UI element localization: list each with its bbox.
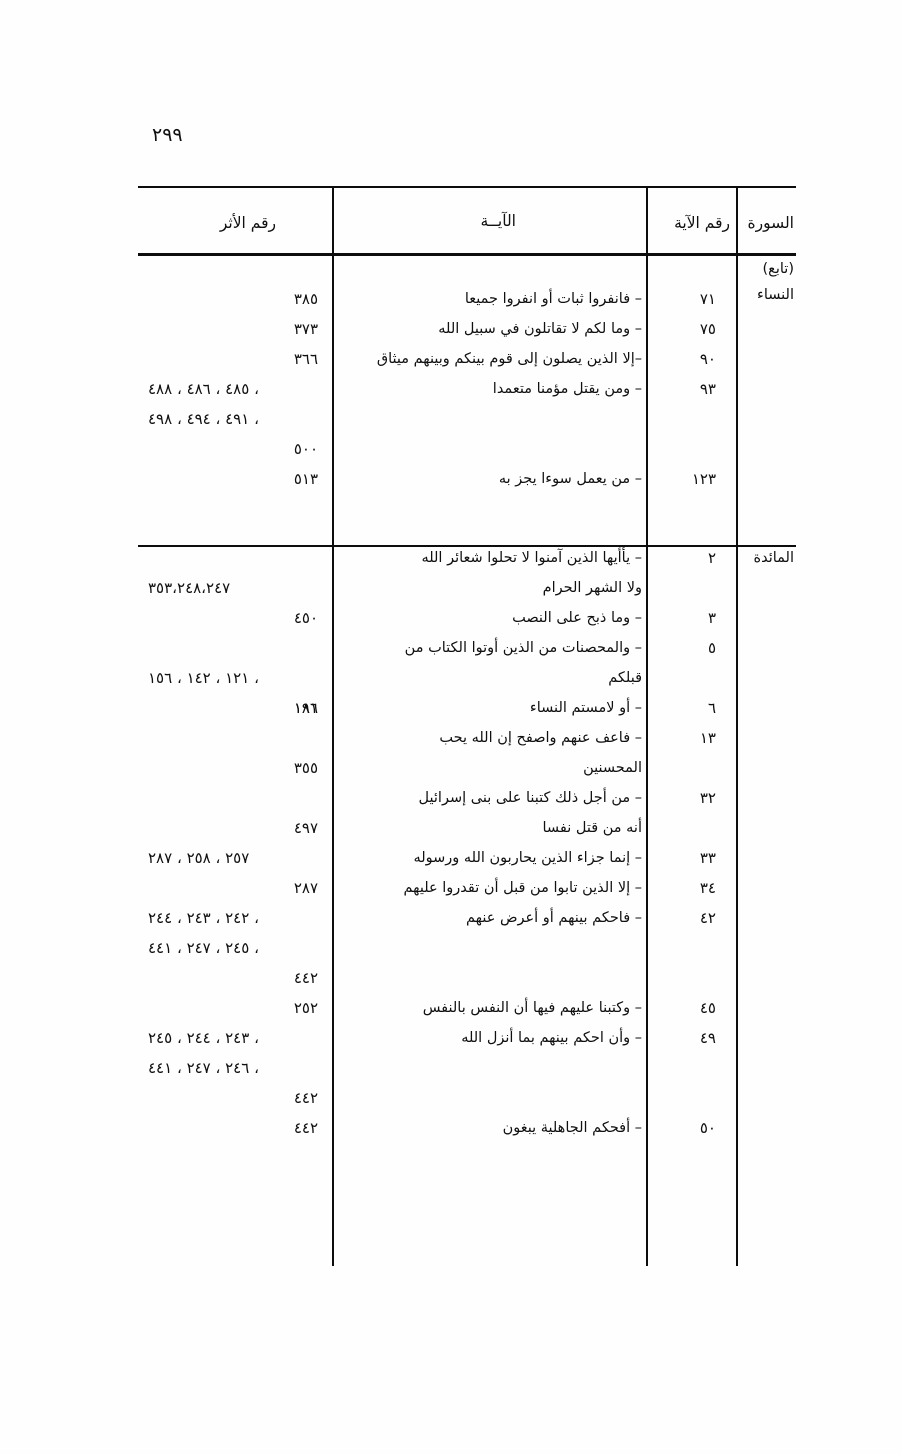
verse-text-continuation: أنه من قتل نفسا bbox=[542, 820, 642, 836]
verse-number: ٣ bbox=[707, 609, 716, 627]
verse-number: ٣٣ bbox=[699, 849, 716, 867]
verse-number: ٣٢ bbox=[699, 789, 716, 807]
column-header-verse-number: رقم الآية bbox=[674, 214, 730, 232]
section-divider-border bbox=[138, 545, 796, 547]
verse-text-continuation: قبلكم bbox=[608, 670, 642, 686]
verse-number: ٦ bbox=[707, 699, 716, 717]
column-divider-verse-text bbox=[332, 186, 334, 1266]
narration-number: ٥٠٠ bbox=[293, 440, 318, 458]
verse-text-continuation: ولا الشهر الحرام bbox=[542, 580, 642, 596]
narration-number: ٢٥٢ bbox=[293, 999, 318, 1017]
narration-number: ٣٥٣،٢٤٨،٢٤٧ bbox=[148, 579, 231, 597]
table-top-border bbox=[138, 186, 796, 188]
page-number: ٢٩٩ bbox=[152, 124, 183, 146]
narration-number: ٤٤٢ bbox=[293, 969, 318, 987]
verse-text: – والمحصنات من الذين أوتوا الكتاب من bbox=[404, 640, 642, 656]
narration-number: ٢٤٣ ، ٢٤٤ ، ٢٤٥ ، bbox=[148, 1029, 259, 1047]
verse-text: – إلا الذين تابوا من قبل أن تقدروا عليهم bbox=[403, 880, 642, 896]
narration-number: ٢٤٥ ، ٢٤٧ ، ٤٤١ ، bbox=[148, 939, 259, 957]
narration-number: ٤٩١ ، ٤٩٤ ، ٤٩٨ ، bbox=[148, 410, 259, 428]
narration-number: ٤٥٠ bbox=[293, 609, 318, 627]
verse-text-continuation: المحسنين bbox=[583, 760, 642, 776]
narration-number: ٣٥٥ bbox=[293, 759, 318, 777]
narration-number: ٥١٣ bbox=[293, 470, 318, 488]
verse-number: ٤٩ bbox=[699, 1029, 716, 1047]
verse-text: – فانفروا ثبات أو انفروا جميعا bbox=[464, 291, 642, 307]
narration-number: ٣٧٣ bbox=[293, 320, 318, 338]
sura-name: المائدة bbox=[753, 550, 795, 566]
verse-text: – فاعف عنهم واصفح إن الله يحب bbox=[439, 730, 642, 746]
verse-text: – وأن احكم بينهم بما أنزل الله bbox=[461, 1030, 642, 1046]
table-header-row: السورة رقم الآية الآيــة رقم الأثر bbox=[138, 200, 796, 250]
narration-number: ١٩١ bbox=[293, 699, 318, 717]
narration-number: ٤٨٥ ، ٤٨٦ ، ٤٨٨ ، bbox=[148, 380, 259, 398]
narration-number: ٣٦٦ bbox=[293, 350, 318, 368]
verse-text: – من يعمل سوءا يجز به bbox=[498, 471, 642, 487]
verse-text: – وكتبنا عليهم فيها أن النفس بالنفس bbox=[422, 1000, 642, 1016]
verse-text: – وما ذبح على النصب bbox=[512, 610, 642, 626]
verse-number: ١٢٣ bbox=[691, 470, 716, 488]
column-header-verse: الآيــة bbox=[480, 212, 516, 230]
sura-name: النساء bbox=[757, 287, 794, 303]
verse-text: – فاحكم بينهم أو أعرض عنهم bbox=[466, 910, 642, 926]
verse-number: ٩٣ bbox=[699, 380, 716, 398]
table-header-bottom-border bbox=[138, 253, 796, 256]
narration-number: ٢٨٧ bbox=[293, 879, 318, 897]
column-divider-verse-number bbox=[646, 186, 648, 1266]
column-header-sura: السورة bbox=[747, 214, 794, 232]
verse-text: – أفحكم الجاهلية يبغون bbox=[502, 1120, 642, 1136]
verse-text: – إنما جزاء الذين يحاربون الله ورسوله bbox=[413, 850, 642, 866]
verse-number: ٩٠ bbox=[699, 350, 716, 368]
verse-number: ٧٥ bbox=[699, 320, 716, 338]
narration-number: ٤٩٧ bbox=[293, 819, 318, 837]
verse-number: ٥٠ bbox=[699, 1119, 716, 1137]
verse-text: – أو لامستم النساء bbox=[529, 700, 642, 716]
verse-text: – وما لكم لا تقاتلون في سبيل الله bbox=[438, 321, 642, 337]
narration-number: ٤٤٢ bbox=[293, 1119, 318, 1137]
narration-number: ١٨٦ bbox=[293, 699, 318, 717]
verse-text: – ومن يقتل مؤمنا متعمدا bbox=[492, 381, 642, 397]
verse-number: ٢ bbox=[707, 549, 716, 567]
narration-number: ١٢١ ، ١٤٢ ، ١٥٦ ، bbox=[148, 669, 259, 687]
verse-text: – من أجل ذلك كتبنا على بنى إسرائيل bbox=[418, 790, 642, 806]
index-table: السورة رقم الآية الآيــة رقم الأثر (تابع… bbox=[138, 186, 796, 1266]
narration-number: ٢٥٧ ، ٢٥٨ ، ٢٨٧ bbox=[148, 849, 250, 867]
narration-number: ٢٤٢ ، ٢٤٣ ، ٢٤٤ ، bbox=[148, 909, 259, 927]
column-divider-sura bbox=[736, 186, 738, 1266]
verse-number: ٥ bbox=[707, 639, 716, 657]
verse-text: – يأأيها الذين آمنوا لا تحلوا شعائر الله bbox=[421, 550, 642, 566]
verse-number: ٤٢ bbox=[699, 909, 716, 927]
column-header-narration-number: رقم الأثر bbox=[219, 214, 276, 232]
narration-number: ٢٤٦ ، ٢٤٧ ، ٤٤١ ، bbox=[148, 1059, 259, 1077]
narration-number: ٣٨٥ bbox=[293, 290, 318, 308]
verse-number: ٤٥ bbox=[699, 999, 716, 1017]
verse-number: ٧١ bbox=[699, 290, 716, 308]
narration-number: ٤٤٢ bbox=[293, 1089, 318, 1107]
verse-number: ١٣ bbox=[699, 729, 716, 747]
sura-name: (تابع) bbox=[762, 261, 794, 277]
verse-number: ٣٤ bbox=[699, 879, 716, 897]
verse-text: –إلا الذين يصلون إلى قوم بينكم وبينهم مي… bbox=[376, 351, 642, 367]
